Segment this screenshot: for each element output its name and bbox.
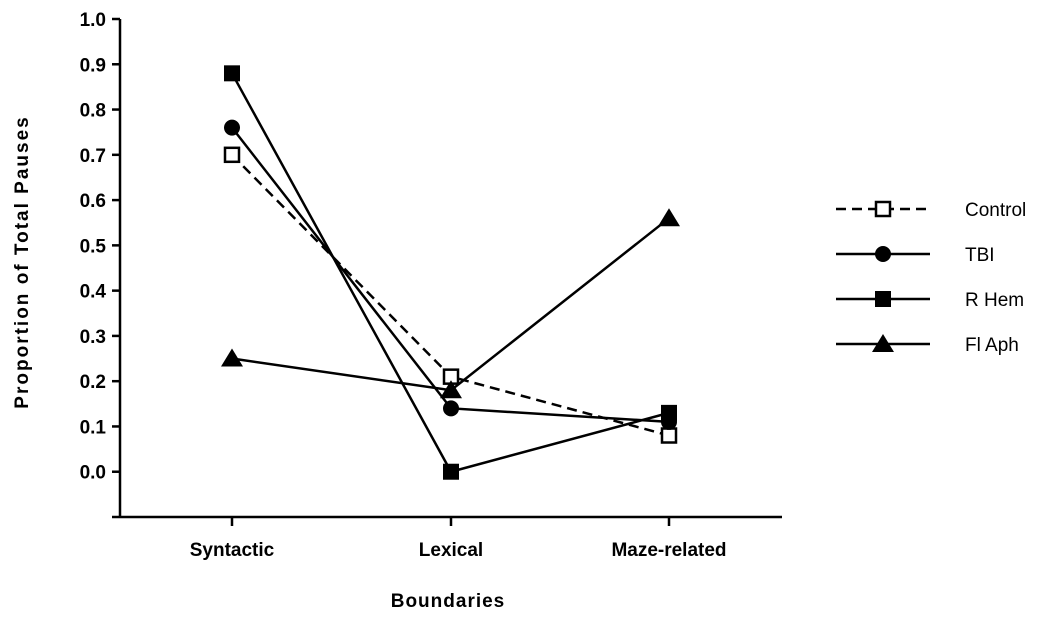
x-tick-label: Lexical	[419, 540, 483, 561]
series-r-hem	[224, 65, 677, 480]
legend-marker-r-hem	[875, 291, 891, 307]
y-tick-label: 0.5	[80, 236, 107, 257]
data-point-control	[223, 146, 241, 164]
legend-item-control: Control	[836, 200, 1026, 221]
data-point-tbi	[443, 400, 459, 417]
legend-item-fl-aph: Fl Aph	[836, 334, 1019, 356]
legend-label-fl-aph: Fl Aph	[965, 335, 1019, 356]
x-tick-label: Maze-related	[611, 540, 726, 561]
y-tick-label: 0.8	[80, 101, 106, 122]
y-tick-label: 0.1	[80, 417, 107, 438]
x-tick-label: Syntactic	[190, 540, 275, 561]
series-tbi	[224, 119, 677, 430]
data-point-fl-aph	[440, 380, 462, 399]
data-point-fl-aph	[221, 348, 243, 367]
legend-item-r-hem: R Hem	[836, 290, 1024, 311]
series-layer	[221, 65, 680, 480]
legend-marker-fl-aph	[872, 334, 894, 352]
data-point-fl-aph	[658, 208, 680, 227]
y-tick-label: 0.3	[80, 327, 106, 348]
legend-label-tbi: TBI	[965, 245, 995, 266]
legend-label-control: Control	[965, 200, 1026, 221]
y-tick-label: 0.9	[80, 55, 106, 76]
x-axis-title: Boundaries	[391, 591, 506, 612]
legend-label-r-hem: R Hem	[965, 290, 1024, 311]
legend: Control TBI R Hem Fl Aph	[836, 200, 1026, 356]
data-point-control	[660, 427, 678, 444]
data-point-tbi	[224, 119, 240, 136]
y-tick-label: 0.0	[80, 463, 106, 484]
data-point-r-hem	[443, 463, 459, 480]
series-fl-aph	[221, 208, 680, 399]
y-axis-title: Proportion of Total Pauses	[12, 115, 33, 408]
series-line-fl-aph	[231, 217, 670, 392]
y-tick-label: 0.6	[80, 191, 106, 212]
legend-item-tbi: TBI	[836, 245, 995, 266]
legend-marker-tbi	[875, 246, 891, 262]
y-tick-label: 1.0	[80, 10, 106, 31]
axes: 0.0 0.1 0.2 0.3 0.4 0.5 0.6 0.7 0.8 0.9 1.0 Syntact…	[80, 10, 782, 561]
data-point-r-hem	[661, 404, 677, 421]
series-control	[223, 146, 678, 444]
legend-marker-control	[874, 200, 892, 218]
data-point-r-hem	[224, 65, 240, 82]
y-tick-label: 0.4	[80, 282, 107, 303]
y-tick-label: 0.2	[80, 372, 106, 393]
y-tick-label: 0.7	[80, 146, 106, 167]
